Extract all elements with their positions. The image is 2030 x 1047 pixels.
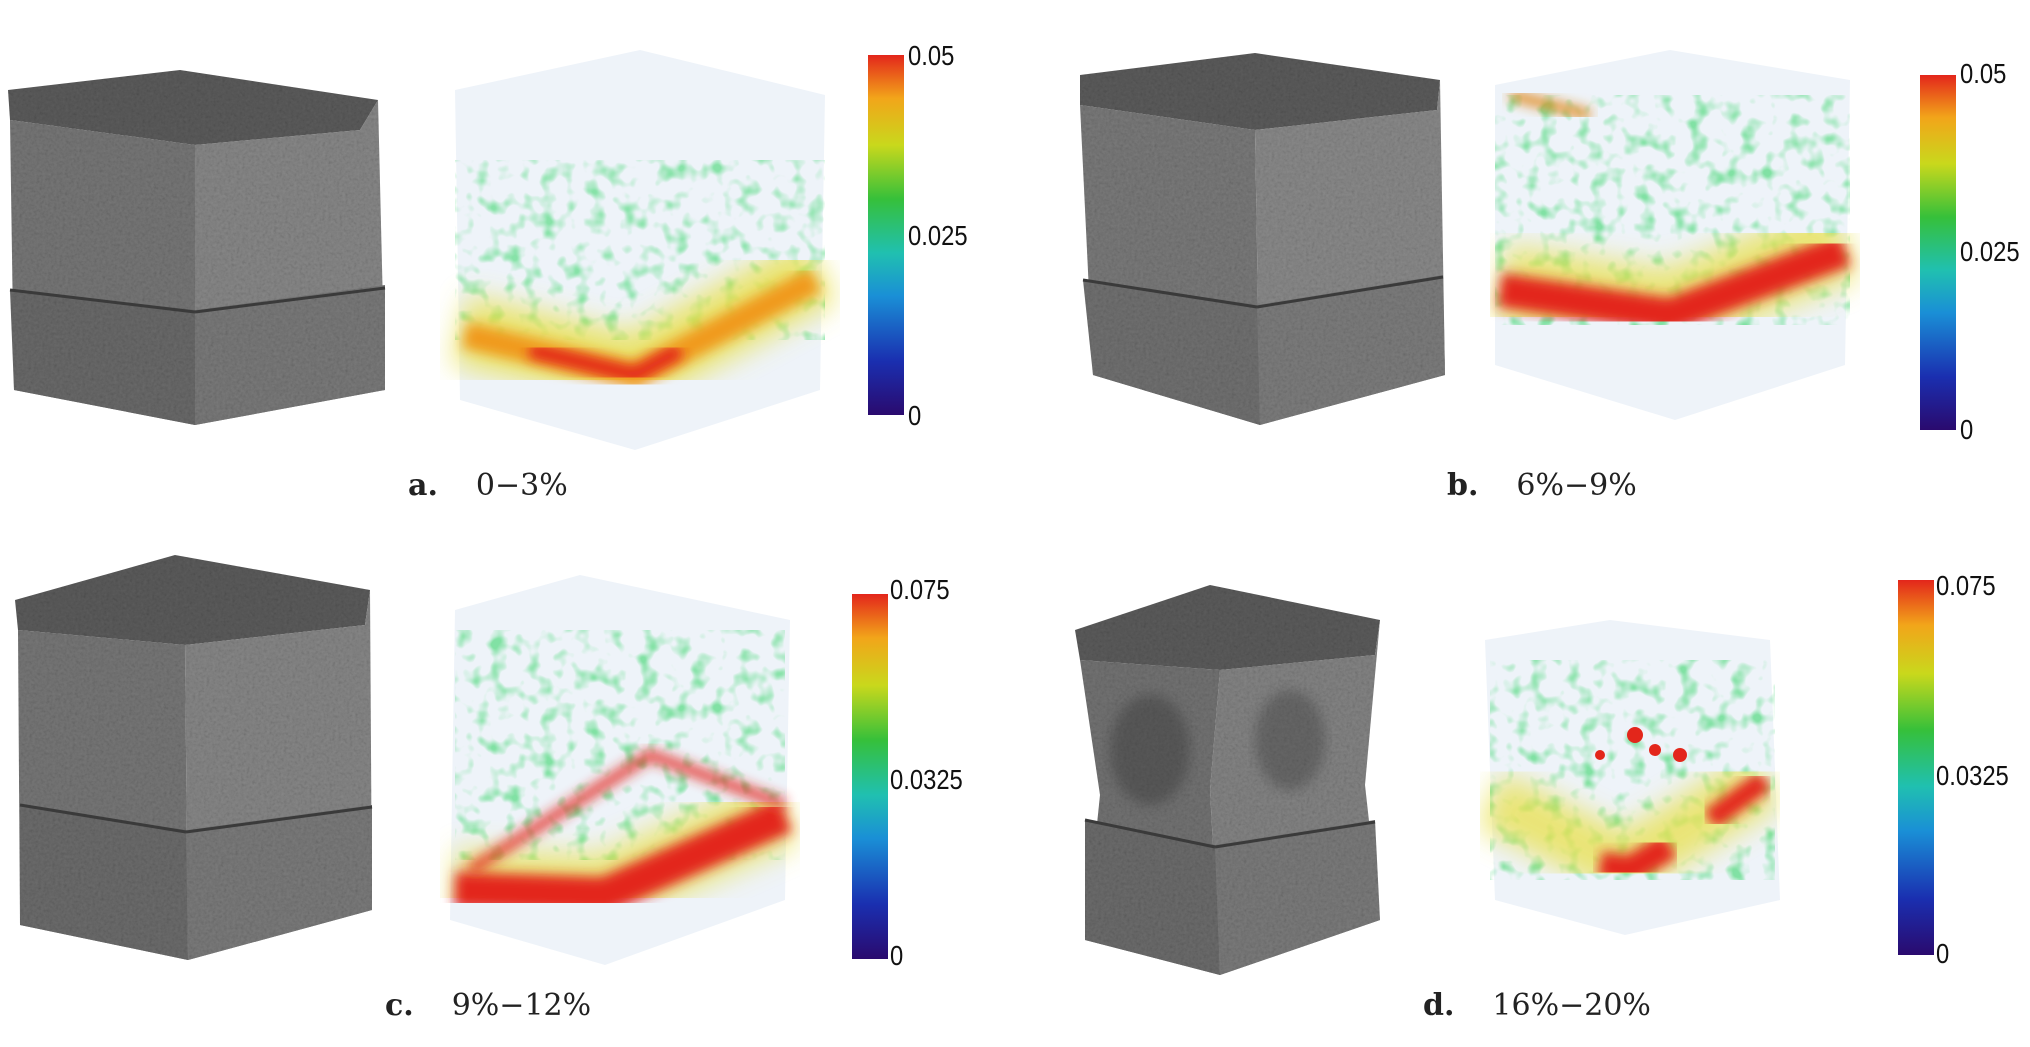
caption-a-letter: a.: [408, 468, 438, 503]
colorbar-a: [868, 55, 904, 415]
caption-b-range: 6%−9%: [1516, 468, 1637, 503]
caption-c: c. 9%−12%: [385, 988, 591, 1023]
colorbar-c: [852, 594, 888, 959]
colorbar-b-max: 0.05: [1960, 58, 2007, 89]
caption-d: d. 16%−20%: [1423, 988, 1651, 1023]
caption-a-range: 0−3%: [475, 468, 568, 503]
colorbar-b: [1920, 75, 1956, 430]
colorbar-d-max: 0.075: [1936, 570, 1996, 601]
caption-c-letter: c.: [385, 988, 414, 1023]
caption-b: b. 6%−9%: [1447, 468, 1637, 503]
caption-d-range: 16%−20%: [1492, 988, 1651, 1023]
colorbar-a-max: 0.05: [908, 40, 955, 71]
strain-field-b: [1494, 50, 1860, 420]
specimen-cube-c: [15, 555, 373, 960]
colorbar-a-min: 0: [908, 400, 922, 431]
colorbar-d-min: 0: [1936, 938, 1950, 969]
caption-b-letter: b.: [1447, 468, 1479, 503]
specimen-cube-b: [1080, 53, 1445, 425]
specimen-cube-d: [1075, 585, 1380, 975]
strain-field-a: [452, 50, 837, 450]
caption-c-range: 9%−12%: [451, 988, 592, 1023]
specimen-cube-a: [8, 70, 386, 425]
caption-d-letter: d.: [1423, 988, 1455, 1023]
colorbar-c-max: 0.075: [890, 574, 950, 605]
colorbar-d-mid: 0.0325: [1936, 760, 2009, 791]
colorbar-b-mid: 0.025: [1960, 236, 2020, 267]
colorbar-a-mid: 0.025: [908, 220, 968, 251]
strain-field-c: [450, 575, 800, 965]
strain-field-d: [1480, 620, 1780, 935]
colorbar-c-mid: 0.0325: [890, 764, 963, 795]
caption-a: a. 0−3%: [408, 468, 568, 503]
colorbar-c-min: 0: [890, 940, 904, 971]
colorbar-b-min: 0: [1960, 414, 1974, 445]
colorbar-d: [1898, 580, 1934, 955]
